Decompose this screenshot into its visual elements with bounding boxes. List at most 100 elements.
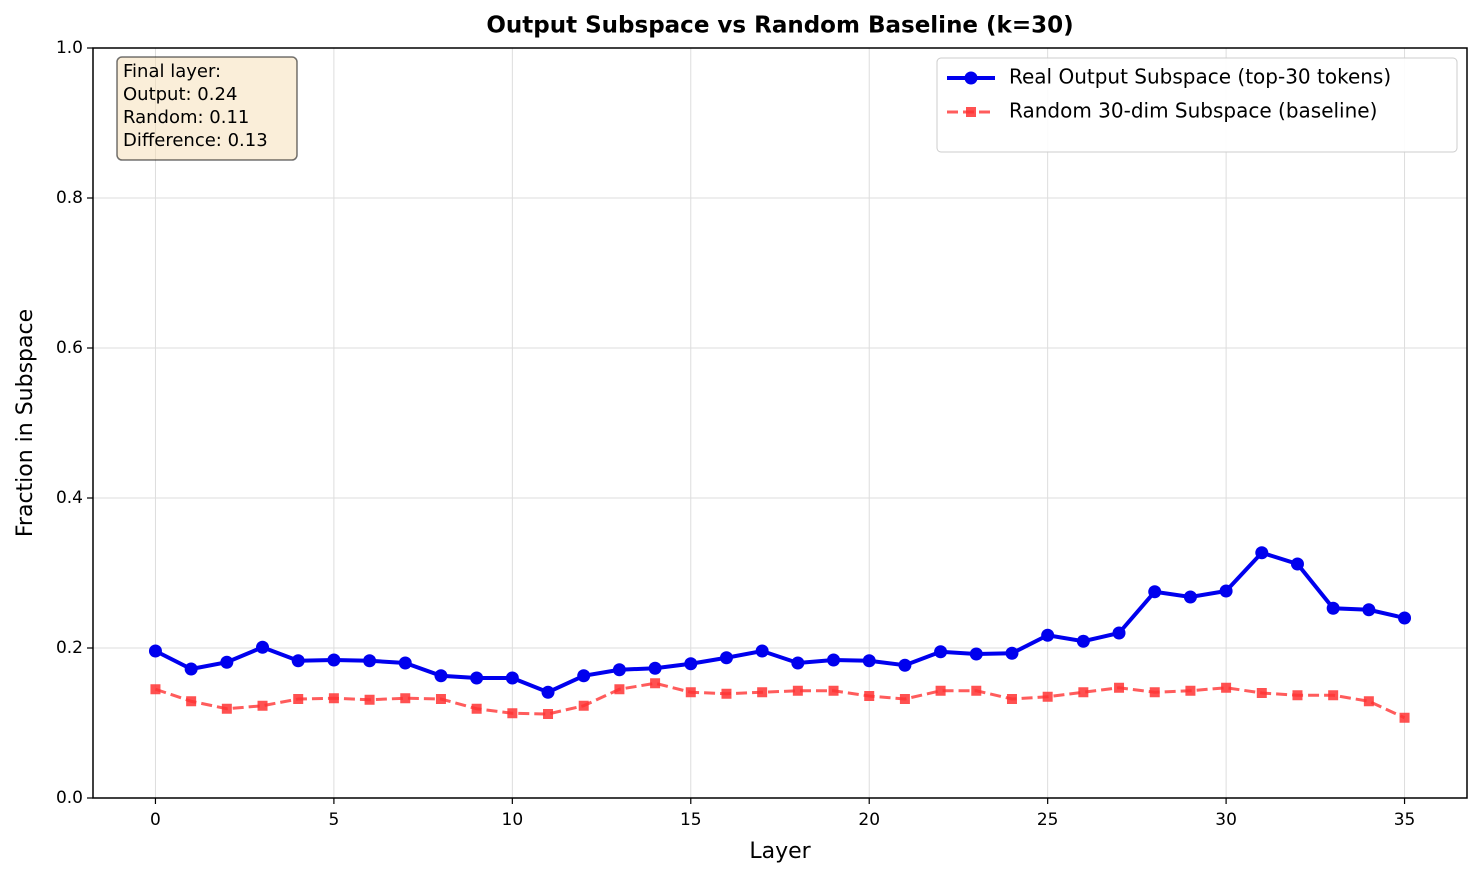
data-point (899, 694, 910, 704)
annotation-line: Output: 0.24 (123, 84, 237, 105)
data-point (400, 693, 411, 704)
data-point (1041, 628, 1055, 642)
data-point (1292, 690, 1303, 701)
x-tick-label: 0 (150, 810, 161, 830)
y-tick-label: 1.0 (56, 38, 83, 58)
data-point (898, 658, 912, 672)
data-point (792, 685, 803, 696)
data-point (220, 655, 234, 669)
y-axis-label: Fraction in Subspace (13, 309, 38, 537)
data-point (327, 653, 341, 667)
data-point (1399, 712, 1410, 723)
data-point (577, 669, 591, 683)
data-point (257, 700, 268, 711)
data-point (578, 700, 589, 711)
data-point (612, 663, 626, 677)
data-point (1006, 694, 1017, 704)
data-point (435, 694, 446, 704)
data-point (757, 687, 768, 698)
y-tick-label: 0.4 (56, 488, 83, 508)
data-point (827, 653, 841, 667)
data-point (969, 647, 983, 661)
data-point (186, 696, 197, 707)
data-point (935, 685, 946, 696)
data-point (862, 654, 876, 668)
data-point (150, 684, 161, 695)
data-point (1078, 687, 1089, 698)
x-tick-label: 20 (858, 810, 880, 830)
data-point (398, 656, 412, 670)
data-point (1076, 634, 1090, 648)
series-line (154, 550, 1406, 695)
x-tick-label: 5 (328, 810, 339, 830)
plot-frame (92, 47, 1468, 799)
legend: Real Output Subspace (top-30 tokens) Rand… (936, 57, 1458, 153)
x-tick-label: 30 (1215, 810, 1237, 830)
data-point (471, 703, 482, 714)
data-point (291, 654, 305, 668)
y-tick-label: 0.2 (56, 638, 83, 658)
data-point (648, 661, 662, 675)
data-point (971, 685, 982, 696)
data-point (1328, 690, 1339, 701)
data-point (1362, 603, 1376, 617)
data-point (1219, 584, 1233, 598)
data-point (685, 687, 696, 698)
data-point (1256, 688, 1267, 698)
data-point (684, 657, 698, 671)
data-point (1114, 682, 1125, 693)
data-point (1255, 546, 1269, 560)
data-point (543, 709, 554, 719)
data-point (864, 691, 875, 701)
data-point (434, 669, 448, 683)
data-point (1185, 685, 1196, 696)
x-axis-label: Layer (749, 839, 811, 864)
x-tick-label: 10 (502, 810, 524, 830)
data-point (363, 654, 377, 668)
data-point (828, 685, 839, 696)
data-point (1042, 691, 1053, 702)
series-line (154, 681, 1406, 720)
data-point (541, 685, 555, 699)
data-point (934, 645, 948, 659)
x-tick-label: 15 (680, 810, 702, 830)
data-point (650, 678, 661, 689)
data-point (721, 688, 732, 699)
data-point (1290, 557, 1304, 571)
data-point (328, 693, 339, 704)
data-point (1398, 611, 1412, 625)
data-point (505, 671, 519, 685)
data-point (470, 671, 484, 685)
legend-label: Real Output Subspace (top-30 tokens) (1009, 65, 1391, 89)
data-point (1149, 687, 1160, 698)
data-point (1326, 601, 1340, 615)
legend-marker (966, 107, 976, 117)
annotation-box (116, 56, 298, 161)
y-tick-label: 0.8 (56, 188, 83, 208)
legend-box (936, 57, 1458, 153)
y-tick-label: 0.0 (56, 788, 83, 808)
chart-title: Output Subspace vs Random Baseline (k=30… (486, 13, 1073, 39)
legend-label: Random 30-dim Subspace (baseline) (1009, 99, 1377, 123)
data-point (791, 656, 805, 670)
annotation-line: Difference: 0.13 (123, 130, 268, 151)
y-tick-label: 0.6 (56, 338, 83, 358)
data-point (1112, 626, 1126, 640)
annotation-line: Final layer: (123, 61, 221, 82)
data-point (364, 694, 375, 705)
data-point (1363, 696, 1374, 707)
data-point (184, 662, 198, 676)
data-point (1183, 590, 1197, 604)
data-point (507, 708, 518, 719)
data-point (256, 640, 270, 654)
data-point (755, 644, 769, 658)
data-point (1148, 585, 1162, 599)
data-point (221, 703, 232, 714)
data-point (719, 651, 733, 665)
legend-marker (964, 71, 978, 85)
annotation-line: Random: 0.11 (123, 107, 249, 128)
x-tick-label: 25 (1037, 810, 1059, 830)
data-point (1221, 682, 1232, 693)
